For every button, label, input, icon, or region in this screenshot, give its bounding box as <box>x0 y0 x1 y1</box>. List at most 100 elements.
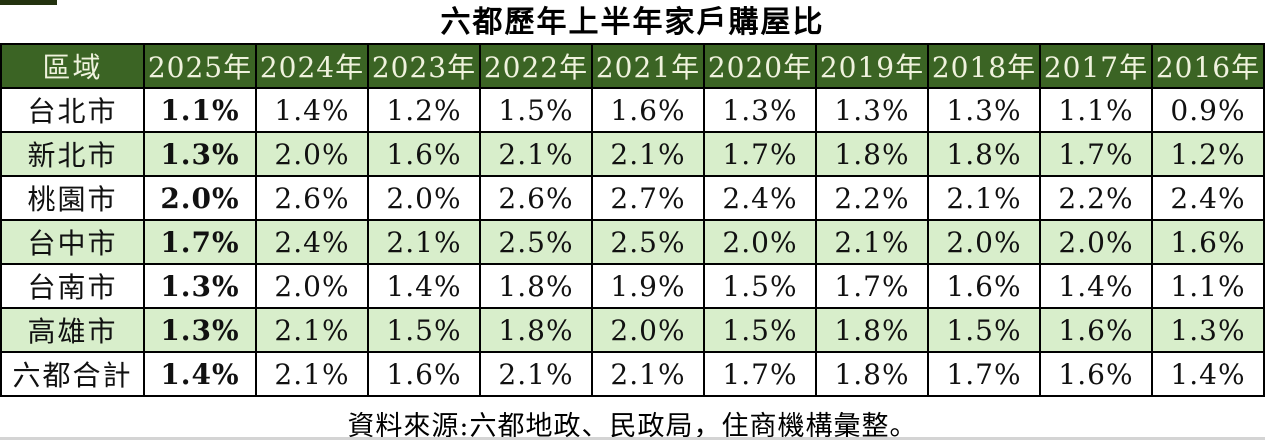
table-row: 桃園市 2.0% 2.6% 2.0% 2.6% 2.7% 2.4% 2.2% 2.1% 2.2% 2… <box>0 175 1265 221</box>
value-cell: 1.4% <box>1039 263 1153 309</box>
value-cell: 2.4% <box>703 175 817 221</box>
value-cell: 2.1% <box>927 175 1041 221</box>
column-header-year: 2017年 <box>1039 43 1153 89</box>
value-cell: 2.4% <box>255 219 369 265</box>
value-cell: 1.6% <box>1039 351 1153 397</box>
value-cell: 1.3% <box>927 87 1041 133</box>
value-cell: 1.8% <box>815 131 929 177</box>
value-cell: 2.0% <box>591 307 705 353</box>
row-label: 高雄市 <box>0 307 145 353</box>
value-cell: 1.7% <box>143 219 257 265</box>
value-cell: 2.7% <box>591 175 705 221</box>
value-cell: 1.2% <box>367 87 481 133</box>
value-cell: 1.3% <box>1151 307 1265 353</box>
value-cell: 2.5% <box>591 219 705 265</box>
column-header-year: 2023年 <box>367 43 481 89</box>
value-cell: 1.3% <box>143 263 257 309</box>
value-cell: 2.0% <box>367 175 481 221</box>
value-cell: 1.6% <box>367 351 481 397</box>
value-cell: 2.6% <box>255 175 369 221</box>
value-cell: 2.0% <box>143 175 257 221</box>
row-label: 台中市 <box>0 219 145 265</box>
value-cell: 1.8% <box>815 351 929 397</box>
column-header-year: 2019年 <box>815 43 929 89</box>
row-label: 新北市 <box>0 131 145 177</box>
row-label: 台北市 <box>0 87 145 133</box>
column-header-year: 2016年 <box>1151 43 1265 89</box>
value-cell: 1.7% <box>703 351 817 397</box>
bottom-divider <box>0 437 1265 440</box>
value-cell: 1.7% <box>703 131 817 177</box>
value-cell: 1.7% <box>815 263 929 309</box>
row-label: 六都合計 <box>0 351 145 397</box>
value-cell: 2.1% <box>591 131 705 177</box>
value-cell: 1.5% <box>367 307 481 353</box>
value-cell: 1.7% <box>1039 131 1153 177</box>
column-header-year: 2018年 <box>927 43 1041 89</box>
value-cell: 2.0% <box>255 263 369 309</box>
value-cell: 2.2% <box>1039 175 1153 221</box>
value-cell: 1.9% <box>591 263 705 309</box>
value-cell: 1.8% <box>815 307 929 353</box>
value-cell: 1.4% <box>367 263 481 309</box>
table-row: 台南市 1.3% 2.0% 1.4% 1.8% 1.9% 1.5% 1.7% 1.6% 1.4% 1… <box>0 263 1265 309</box>
column-header-year: 2020年 <box>703 43 817 89</box>
value-cell: 1.4% <box>1151 351 1265 397</box>
value-cell: 2.0% <box>927 219 1041 265</box>
value-cell: 2.6% <box>479 175 593 221</box>
value-cell: 2.1% <box>255 351 369 397</box>
value-cell: 1.6% <box>927 263 1041 309</box>
value-cell: 1.6% <box>1039 307 1153 353</box>
value-cell: 1.8% <box>479 263 593 309</box>
value-cell: 2.1% <box>479 131 593 177</box>
value-cell: 2.0% <box>703 219 817 265</box>
value-cell: 2.1% <box>479 351 593 397</box>
value-cell: 1.6% <box>1151 219 1265 265</box>
value-cell: 2.1% <box>815 219 929 265</box>
value-cell: 1.2% <box>1151 131 1265 177</box>
cropped-edge-artifact <box>0 0 57 5</box>
table-row: 新北市 1.3% 2.0% 1.6% 2.1% 2.1% 1.7% 1.8% 1.8% 1.7% 1… <box>0 131 1265 177</box>
value-cell: 2.4% <box>1151 175 1265 221</box>
value-cell: 1.1% <box>143 87 257 133</box>
table-row: 高雄市 1.3% 2.1% 1.5% 1.8% 2.0% 1.5% 1.8% 1.5% 1.6% 1… <box>0 307 1265 353</box>
value-cell: 1.6% <box>367 131 481 177</box>
value-cell: 1.3% <box>815 87 929 133</box>
column-header-year: 2024年 <box>255 43 369 89</box>
value-cell: 1.1% <box>1039 87 1153 133</box>
table-header: 區域 2025年 2024年 2023年 2022年 2021年 2020年 2019年 201… <box>0 43 1265 89</box>
value-cell: 1.8% <box>479 307 593 353</box>
value-cell: 1.5% <box>479 87 593 133</box>
row-label: 桃園市 <box>0 175 145 221</box>
column-header-year: 2022年 <box>479 43 593 89</box>
row-label: 台南市 <box>0 263 145 309</box>
value-cell: 2.0% <box>255 131 369 177</box>
value-cell: 2.5% <box>479 219 593 265</box>
value-cell: 1.5% <box>703 263 817 309</box>
value-cell: 2.2% <box>815 175 929 221</box>
table-row: 台中市 1.7% 2.4% 2.1% 2.5% 2.5% 2.0% 2.1% 2.0% 2.0% 1… <box>0 219 1265 265</box>
value-cell: 2.1% <box>367 219 481 265</box>
column-header-year: 2025年 <box>143 43 257 89</box>
value-cell: 1.1% <box>1151 263 1265 309</box>
table-title: 六都歷年上半年家戶購屋比 <box>440 5 825 40</box>
table-body: 台北市 1.1% 1.4% 1.2% 1.5% 1.6% 1.3% 1.3% 1.3% 1.1% 0… <box>0 87 1265 397</box>
value-cell: 0.9% <box>1151 87 1265 133</box>
value-cell: 2.1% <box>255 307 369 353</box>
value-cell: 1.3% <box>143 307 257 353</box>
column-header-year: 2021年 <box>591 43 705 89</box>
home-purchase-ratio-table: 區域 2025年 2024年 2023年 2022年 2021年 2020年 2019年 201… <box>0 43 1265 397</box>
value-cell: 1.5% <box>927 307 1041 353</box>
value-cell: 1.5% <box>703 307 817 353</box>
value-cell: 1.3% <box>143 131 257 177</box>
value-cell: 1.3% <box>703 87 817 133</box>
value-cell: 1.6% <box>591 87 705 133</box>
value-cell: 1.7% <box>927 351 1041 397</box>
value-cell: 2.1% <box>591 351 705 397</box>
value-cell: 1.8% <box>927 131 1041 177</box>
value-cell: 2.0% <box>1039 219 1153 265</box>
source-note: 資料來源:六都地政、民政局，住商機構彙整。 <box>347 411 918 440</box>
value-cell: 1.4% <box>255 87 369 133</box>
table-row: 六都合計 1.4% 2.1% 1.6% 2.1% 2.1% 1.7% 1.8% 1.7% 1.6%… <box>0 351 1265 397</box>
